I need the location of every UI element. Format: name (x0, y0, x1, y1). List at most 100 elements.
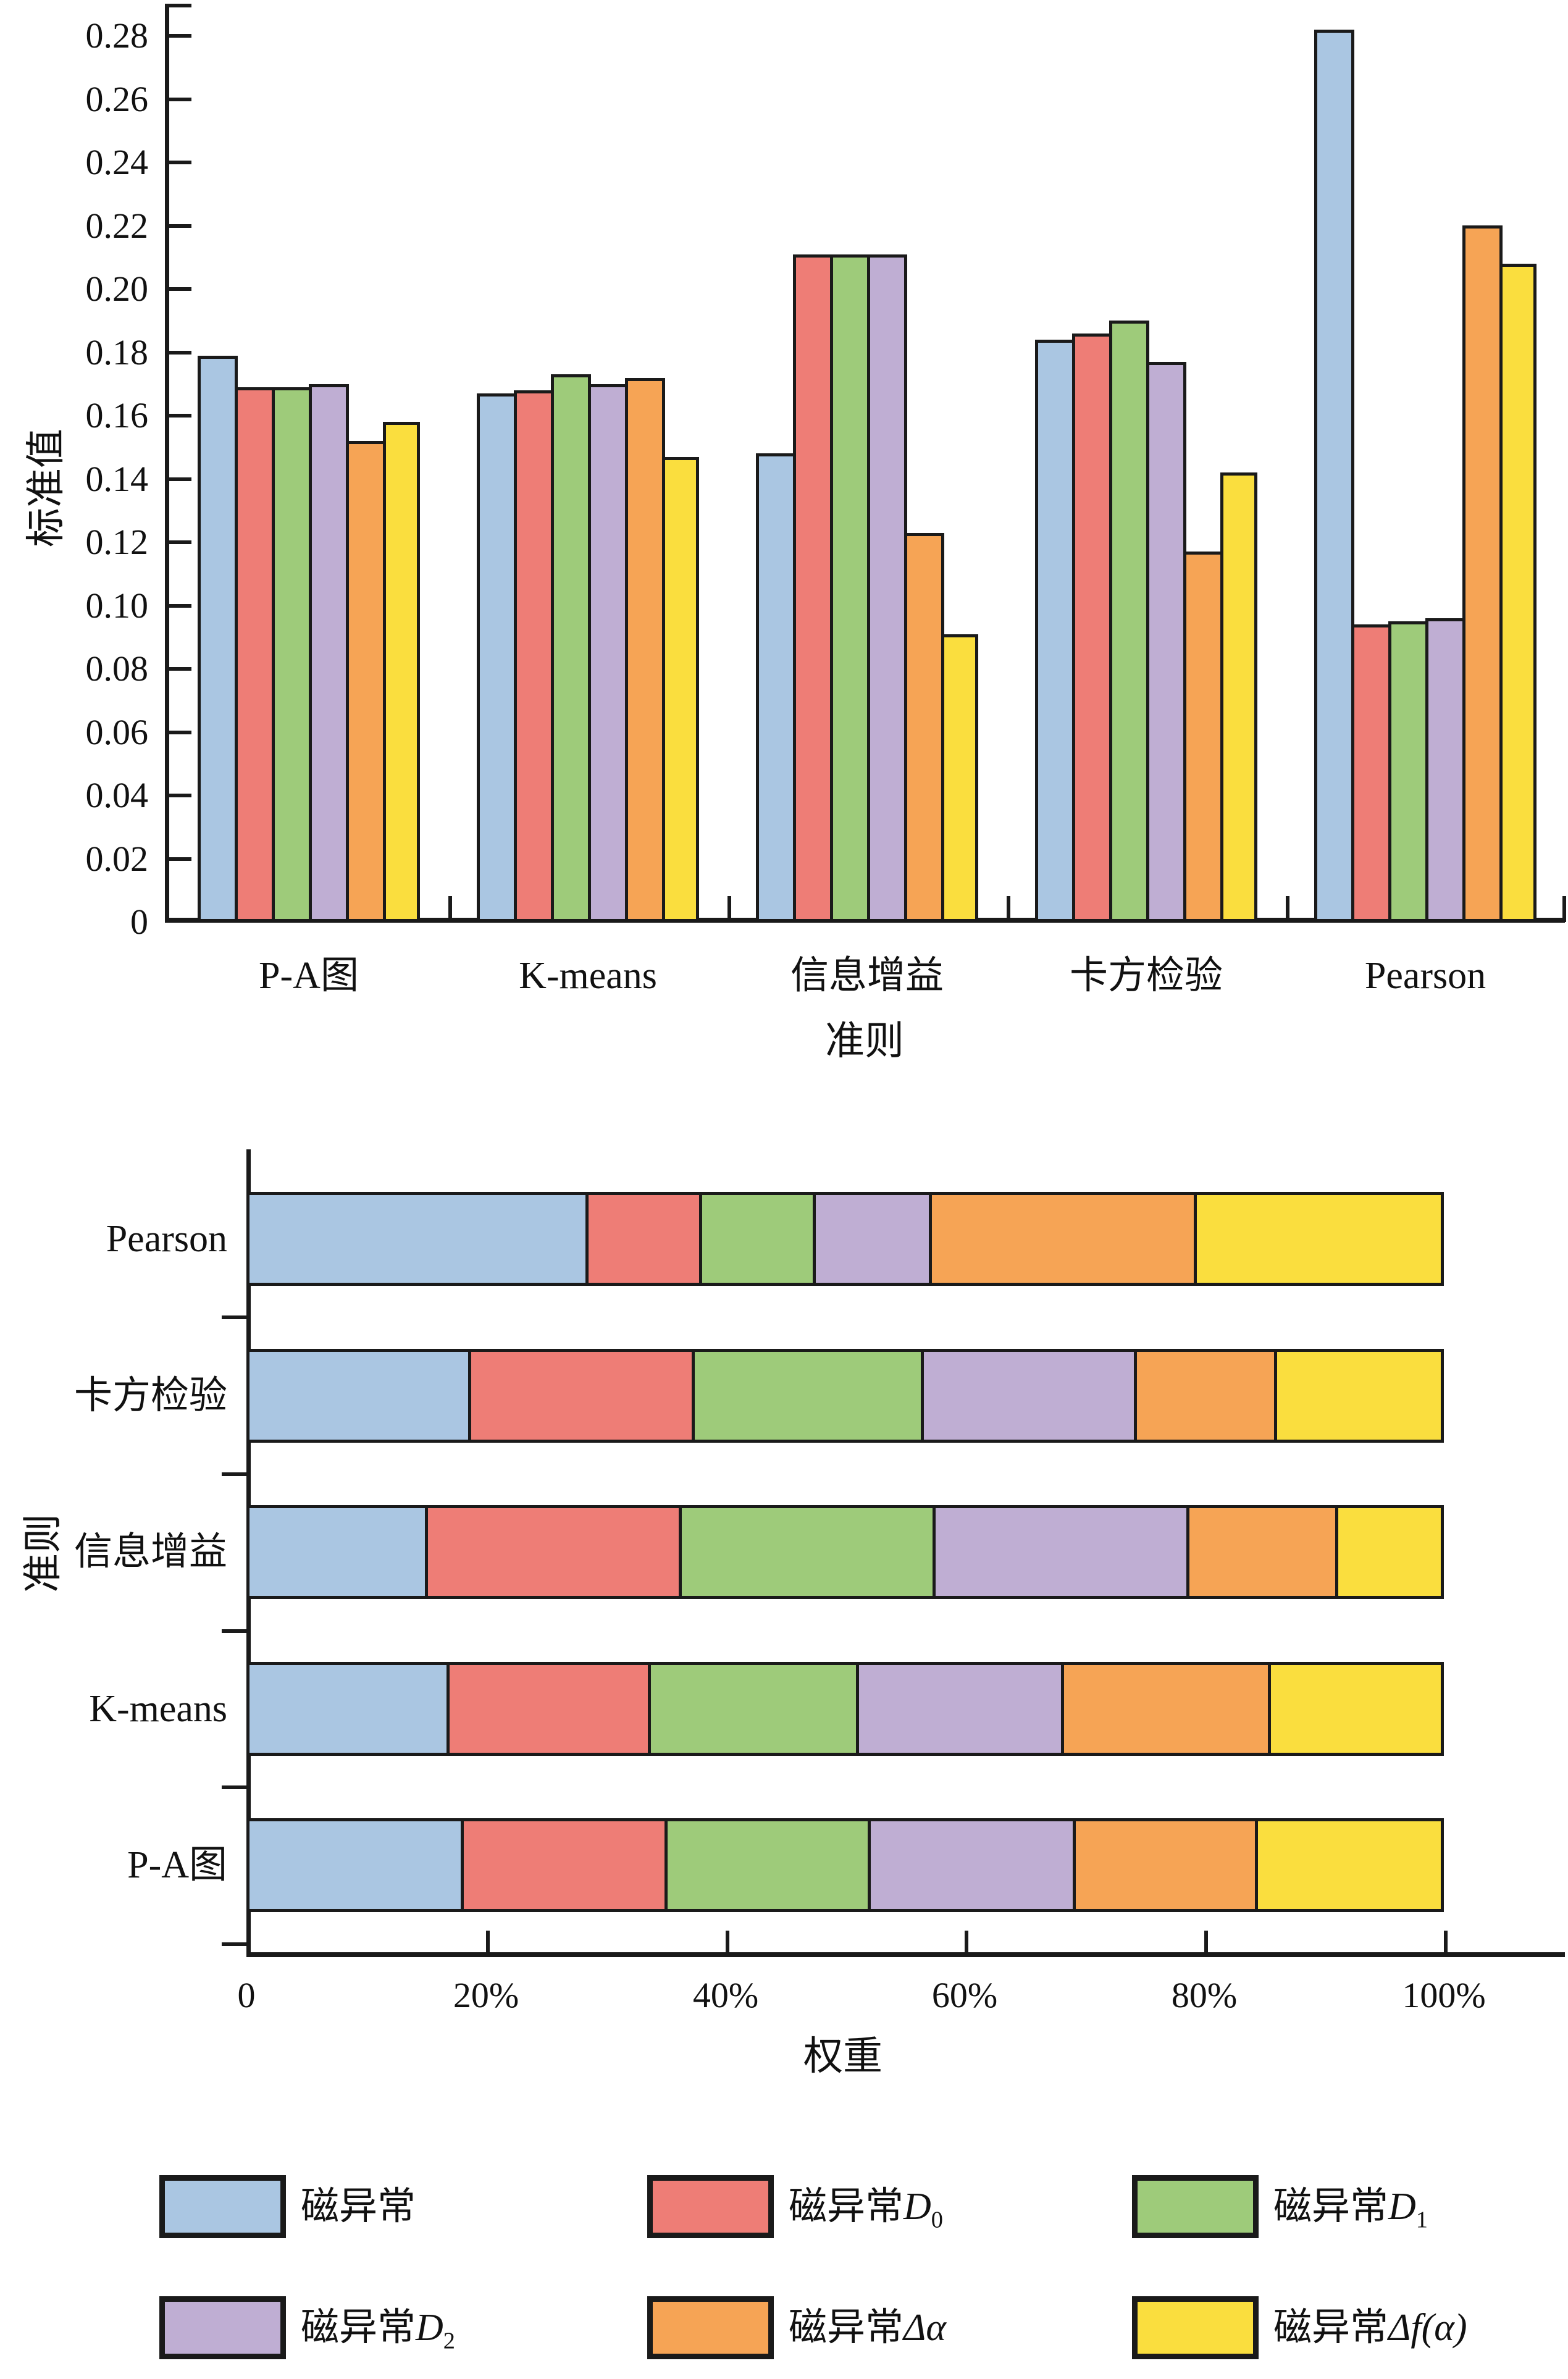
bar-P-A图-磁异常D2 (309, 384, 349, 922)
bar-K-means-磁异常 (477, 393, 517, 922)
legend-label-磁异常D2: 磁异常D2 (301, 2307, 456, 2354)
bar-P-A图-磁异常D0 (235, 387, 275, 922)
y-tick-label-0.24: 0.24 (85, 142, 149, 182)
y-tick-label-0: 0 (130, 902, 148, 942)
bottom-chart-y-axis-title: 准则 (21, 1514, 65, 1593)
bar-P-A图-磁异常Δα (346, 441, 386, 922)
y-tick-label-0.22: 0.22 (85, 205, 149, 246)
segment-P-A图-磁异常D2 (868, 1818, 1076, 1912)
segment-P-A图-磁异常D1 (665, 1818, 871, 1912)
segment-Pearson-磁异常 (246, 1192, 589, 1286)
bar-Pearson-磁异常Δf(α) (1499, 264, 1537, 922)
weight-stacked-bar-chart (222, 1149, 1565, 1957)
top-x-tick-0 (448, 896, 452, 922)
y-tick-0.18 (169, 350, 191, 355)
y-tick-0.06 (169, 730, 191, 734)
legend-swatch-磁异常D1 (1132, 2175, 1259, 2238)
y-tick-label-0.04: 0.04 (85, 775, 149, 815)
top-category-label-K-means: K-means (519, 955, 657, 997)
segment-K-means-磁异常D2 (856, 1662, 1064, 1756)
y-tick-label-0.06: 0.06 (85, 711, 149, 752)
segment-K-means-磁异常Δα (1061, 1662, 1271, 1756)
bar-卡方检验-磁异常D0 (1072, 334, 1112, 922)
bottom-y-tick-3 (222, 1785, 246, 1789)
bottom-x-tick-label-40%: 40% (692, 1975, 759, 2015)
top-x-tick-3 (1286, 896, 1289, 922)
segment-卡方检验-磁异常Δα (1134, 1349, 1277, 1443)
legend-swatch-磁异常D0 (647, 2175, 774, 2238)
y-tick-label-0.02: 0.02 (85, 838, 149, 879)
bar-K-means-磁异常Δf(α) (662, 457, 699, 922)
bar-K-means-磁异常D0 (514, 390, 554, 922)
y-tick-label-0.16: 0.16 (85, 395, 149, 435)
segment-P-A图-磁异常Δα (1073, 1818, 1258, 1912)
segment-卡方检验-磁异常D1 (692, 1349, 924, 1443)
y-tick-label-0.28: 0.28 (85, 15, 149, 56)
segment-卡方检验-磁异常 (246, 1349, 471, 1443)
bar-卡方检验-磁异常D1 (1109, 321, 1149, 922)
bar-卡方检验-磁异常 (1035, 340, 1075, 922)
bar-P-A图-磁异常Δf(α) (383, 422, 420, 922)
segment-信息增益-磁异常 (246, 1505, 428, 1599)
y-tick-label-0.12: 0.12 (85, 522, 149, 562)
legend-swatch-磁异常Δα (647, 2296, 774, 2359)
bar-信息增益-磁异常D2 (867, 254, 907, 922)
bottom-x-tick-label-60%: 60% (931, 1975, 998, 2015)
y-tick-0.28 (169, 34, 191, 38)
bar-Pearson-磁异常 (1314, 30, 1354, 922)
segment-卡方检验-磁异常D2 (921, 1349, 1137, 1443)
bar-Pearson-磁异常Δα (1462, 225, 1503, 922)
bottom-x-tick-80% (1204, 1931, 1208, 1957)
y-tick-0.08 (169, 667, 191, 671)
top-x-tick-1 (727, 896, 731, 922)
y-tick-0.10 (169, 603, 191, 608)
bottom-category-label-Pearson: Pearson (106, 1218, 227, 1260)
y-tick-label-0.26: 0.26 (85, 78, 149, 119)
bar-K-means-磁异常D1 (551, 374, 591, 922)
segment-卡方检验-磁异常D0 (468, 1349, 695, 1443)
bar-Pearson-磁异常D1 (1388, 621, 1428, 922)
segment-P-A图-磁异常 (246, 1818, 464, 1912)
bar-信息增益-磁异常D0 (793, 254, 833, 922)
segment-Pearson-磁异常D2 (813, 1192, 932, 1286)
top-x-tick-4 (1562, 896, 1566, 922)
legend-label-磁异常D1: 磁异常D1 (1273, 2186, 1428, 2233)
top-chart-x-axis-title: 准则 (825, 1019, 904, 1063)
top-category-label-Pearson: Pearson (1364, 955, 1486, 997)
bar-卡方检验-磁异常D2 (1146, 362, 1186, 922)
bottom-y-tick-2 (222, 1629, 246, 1633)
bottom-chart-x-axis (246, 1952, 1565, 1957)
bar-Pearson-磁异常D2 (1425, 618, 1465, 922)
bottom-x-tick-label-100%: 100% (1402, 1975, 1486, 2015)
bar-卡方检验-磁异常Δf(α) (1220, 472, 1257, 922)
bottom-category-label-K-means: K-means (89, 1688, 227, 1730)
bottom-x-tick-label-80%: 80% (1171, 1975, 1238, 2015)
segment-K-means-磁异常 (246, 1662, 450, 1756)
y-tick-axis-top (169, 4, 191, 7)
bar-P-A图-磁异常D1 (272, 387, 312, 922)
bottom-x-tick-label-20%: 20% (453, 1975, 519, 2015)
bottom-category-label-P-A图: P-A图 (127, 1844, 227, 1886)
y-tick-0.04 (169, 794, 191, 797)
bar-卡方检验-磁异常Δα (1183, 552, 1223, 922)
segment-Pearson-磁异常Δα (929, 1192, 1197, 1286)
legend-swatch-磁异常 (159, 2175, 286, 2238)
segment-信息增益-磁异常D1 (679, 1505, 936, 1599)
bottom-chart-x-axis-title: 权重 (803, 2034, 883, 2078)
y-tick-0.20 (169, 287, 191, 291)
segment-K-means-磁异常D1 (648, 1662, 859, 1756)
segment-信息增益-磁异常Δα (1186, 1505, 1338, 1599)
bottom-x-tick-100% (1444, 1931, 1448, 1957)
top-category-label-卡方检验: 卡方检验 (1069, 955, 1223, 997)
legend-label-磁异常D0: 磁异常D0 (789, 2186, 944, 2233)
bar-Pearson-磁异常D0 (1351, 624, 1391, 922)
segment-Pearson-磁异常Δf(α) (1194, 1192, 1444, 1286)
bar-信息增益-磁异常Δα (904, 533, 944, 922)
segment-P-A图-磁异常D0 (461, 1818, 668, 1912)
top-chart-y-axis (165, 4, 169, 922)
bottom-y-tick-4 (222, 1942, 246, 1946)
segment-Pearson-磁异常D1 (699, 1192, 816, 1286)
segment-卡方检验-磁异常Δf(α) (1274, 1349, 1444, 1443)
bar-P-A图-磁异常 (198, 356, 238, 922)
